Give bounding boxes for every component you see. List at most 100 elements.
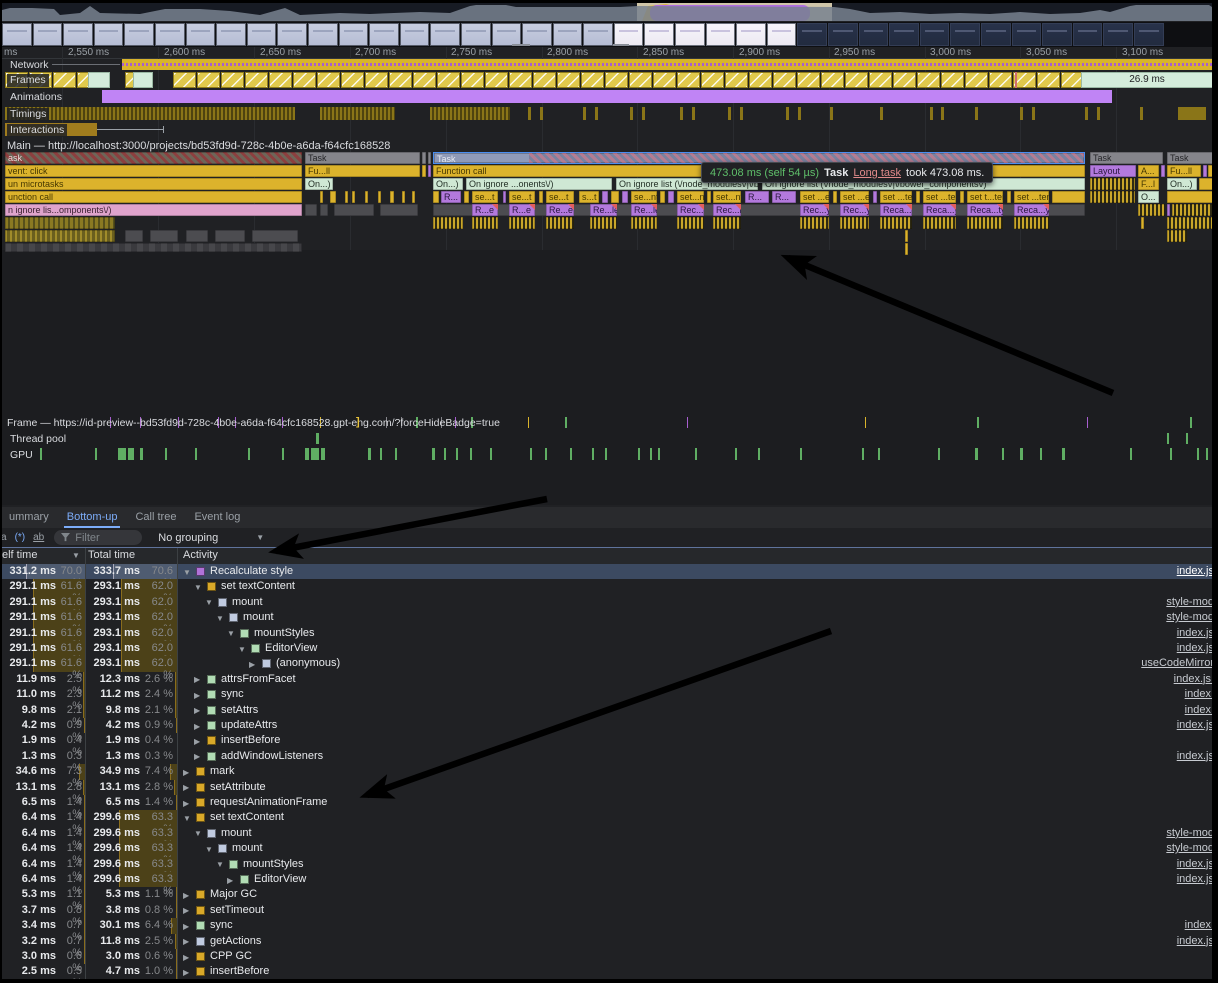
- timing-mark[interactable]: [880, 107, 883, 120]
- flame-segment[interactable]: [330, 191, 336, 203]
- activity-name[interactable]: mountStyles: [254, 626, 315, 639]
- source-link[interactable]: index.: [1184, 703, 1214, 716]
- screenshot-thumbnail[interactable]: [705, 23, 736, 46]
- flame-segment[interactable]: [1090, 191, 1135, 203]
- screenshot-thumbnail[interactable]: [858, 23, 889, 46]
- timing-mark[interactable]: [642, 107, 645, 120]
- flame-segment[interactable]: [873, 191, 877, 203]
- frame-cell[interactable]: [749, 72, 772, 88]
- frame-cell[interactable]: [677, 72, 700, 88]
- timing-mark[interactable]: [528, 107, 531, 120]
- timing-mark[interactable]: [975, 107, 978, 120]
- flame-segment[interactable]: [320, 204, 328, 216]
- frame-cell[interactable]: [197, 72, 220, 88]
- disclosure-down-icon[interactable]: ▼: [216, 613, 224, 623]
- activity-name[interactable]: insertBefore: [210, 965, 270, 978]
- screenshot-thumbnail[interactable]: [491, 23, 522, 46]
- disclosure-right-icon[interactable]: ▶: [183, 906, 190, 916]
- timing-mark[interactable]: [941, 107, 944, 120]
- frame-cell[interactable]: [989, 72, 1012, 88]
- flame-segment[interactable]: [428, 152, 431, 164]
- flame-segment[interactable]: [215, 230, 245, 242]
- flame-segment[interactable]: [428, 165, 431, 177]
- screenshot-thumbnail[interactable]: [1011, 23, 1042, 46]
- dropped-frame-marker[interactable]: [1015, 72, 1017, 88]
- flame-segment[interactable]: Reca...yle: [1014, 204, 1049, 216]
- disclosure-right-icon[interactable]: ▶: [183, 767, 190, 777]
- flame-segment[interactable]: [305, 204, 317, 216]
- flame-segment[interactable]: R...: [441, 191, 461, 203]
- flame-segment[interactable]: R...: [772, 191, 796, 203]
- timing-block[interactable]: [5, 107, 295, 120]
- interactions-track-label[interactable]: Interactions: [7, 124, 68, 137]
- table-row[interactable]: 2.5 ms0.5 %4.7 ms1.0 %▶insertBefore: [0, 964, 1218, 983]
- flame-segment[interactable]: [472, 217, 498, 229]
- timings-track-label[interactable]: Timings: [7, 108, 50, 121]
- flame-segment[interactable]: On ignore ...onents\/): [466, 178, 612, 190]
- flame-segment[interactable]: n ignore lis...omponents\/): [5, 204, 302, 216]
- flame-segment[interactable]: set...nt: [713, 191, 741, 203]
- frame-cell[interactable]: [1061, 72, 1084, 88]
- grouping-select[interactable]: No grouping: [158, 531, 219, 544]
- frame-cell[interactable]: [317, 72, 340, 88]
- flame-segment[interactable]: set t...tent: [967, 191, 1003, 203]
- flame-segment[interactable]: [503, 191, 506, 203]
- screenshot-thumbnail[interactable]: [797, 23, 828, 46]
- screenshot-thumbnail[interactable]: [430, 23, 460, 46]
- source-link[interactable]: index.js: [1176, 749, 1214, 762]
- disclosure-right-icon[interactable]: ▶: [183, 952, 190, 962]
- flame-segment[interactable]: set ...tent: [880, 191, 912, 203]
- flame-segment[interactable]: [960, 191, 964, 203]
- column-divider[interactable]: [85, 548, 86, 564]
- flame-segment[interactable]: [464, 191, 469, 203]
- screenshot-thumbnail[interactable]: [950, 23, 980, 46]
- flame-segment[interactable]: set ...ent: [800, 191, 829, 203]
- disclosure-right-icon[interactable]: ▶: [194, 706, 201, 716]
- flame-segment[interactable]: [707, 191, 711, 203]
- activity-name[interactable]: requestAnimationFrame: [210, 796, 328, 808]
- disclosure-right-icon[interactable]: ▶: [183, 921, 190, 931]
- disclosure-down-icon[interactable]: ▼: [194, 829, 202, 839]
- activity-name[interactable]: mountStyles: [243, 857, 304, 870]
- flame-segment[interactable]: [345, 191, 348, 203]
- table-row[interactable]: 13.1 ms 2.8 % 13.1 ms 2.8 % ▶ setAttribute: [0, 779, 1218, 805]
- flame-segment[interactable]: [334, 204, 374, 216]
- disclosure-right-icon[interactable]: ▶: [194, 721, 201, 731]
- screenshot-thumbnail[interactable]: [981, 23, 1011, 46]
- tab-bottom-up[interactable]: Bottom-up: [58, 507, 127, 528]
- activity-name[interactable]: addWindowListeners: [221, 749, 324, 762]
- timing-block[interactable]: [430, 107, 510, 120]
- screenshot-thumbnail[interactable]: [1103, 23, 1133, 46]
- flame-segment[interactable]: [5, 243, 302, 252]
- screenshot-thumbnail[interactable]: [338, 23, 369, 46]
- screenshot-thumbnail[interactable]: [2, 23, 32, 46]
- gpu-track-label[interactable]: GPU: [10, 449, 33, 461]
- flame-segment[interactable]: Rec...yle: [800, 204, 829, 216]
- flame-segment[interactable]: Rec...yle: [840, 204, 869, 216]
- table-row[interactable]: 34.6 ms 7.3 % 34.9 ms 7.4 % ▶ mark: [0, 764, 1218, 789]
- flame-segment[interactable]: set ...tent: [1014, 191, 1049, 203]
- source-link[interactable]: index.js: [1176, 642, 1214, 654]
- timing-block[interactable]: [320, 107, 395, 120]
- screenshot-thumbnail[interactable]: [889, 23, 919, 46]
- screenshot-thumbnail[interactable]: [1133, 23, 1164, 46]
- frame-cell[interactable]: [1037, 72, 1060, 88]
- table-row[interactable]: 6.5 ms 1.4 % 6.5 ms 1.4 % ▶ requestAnimationF…: [0, 795, 1218, 820]
- cpu-overview-minimap[interactable]: [2, 3, 1212, 21]
- frame-cell[interactable]: [557, 72, 580, 88]
- flame-segment[interactable]: [880, 217, 912, 229]
- flame-segment[interactable]: [433, 191, 439, 203]
- flame-segment[interactable]: [1172, 204, 1213, 216]
- flame-segment[interactable]: [422, 152, 426, 164]
- disclosure-down-icon[interactable]: ▼: [205, 598, 213, 608]
- flame-segment[interactable]: [390, 191, 394, 203]
- frame-cell[interactable]: [485, 72, 508, 88]
- table-row[interactable]: 4.2 ms 0.9 % 4.2 ms 0.9 % ▶ updateAttrs index.…: [0, 718, 1218, 743]
- disclosure-down-icon[interactable]: ▼: [216, 860, 224, 870]
- disclosure-right-icon[interactable]: ▶: [183, 783, 190, 793]
- activity-name[interactable]: EditorView: [265, 642, 318, 654]
- flame-segment[interactable]: Re...le: [631, 204, 657, 216]
- activity-name[interactable]: Major GC: [210, 888, 258, 901]
